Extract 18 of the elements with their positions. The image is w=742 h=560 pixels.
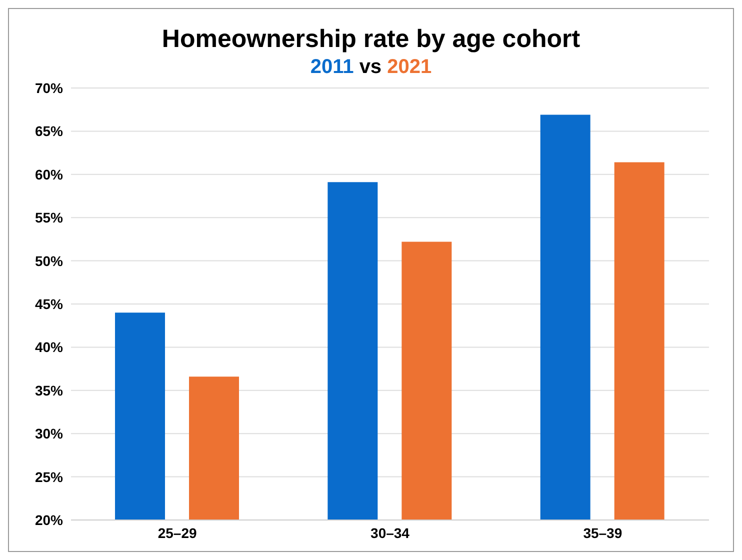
x-tick-label: 30–34 — [370, 524, 410, 541]
y-tick-label: 55% — [34, 210, 64, 226]
chart-subtitle: vs — [358, 56, 383, 78]
x-tick-label: 35–39 — [583, 524, 622, 541]
y-tick-label: 60% — [34, 166, 64, 182]
chart-title: Homeownership rate by age cohort — [160, 25, 582, 54]
y-tick-label: 70% — [34, 80, 64, 96]
y-tick-label: 25% — [34, 468, 64, 485]
y-tick-label: 30% — [34, 426, 64, 442]
text: 2011 — [310, 56, 354, 78]
y-tick-label: 50% — [34, 252, 64, 269]
text: 2021 — [387, 56, 432, 78]
y-tick-label: 65% — [34, 123, 64, 140]
y-tick-label: 40% — [34, 339, 64, 356]
y-tick-label: 35% — [34, 382, 64, 398]
y-tick-label: 45% — [34, 296, 64, 312]
x-tick-label: 25–29 — [158, 524, 198, 541]
y-tick-label: 20% — [34, 512, 64, 528]
